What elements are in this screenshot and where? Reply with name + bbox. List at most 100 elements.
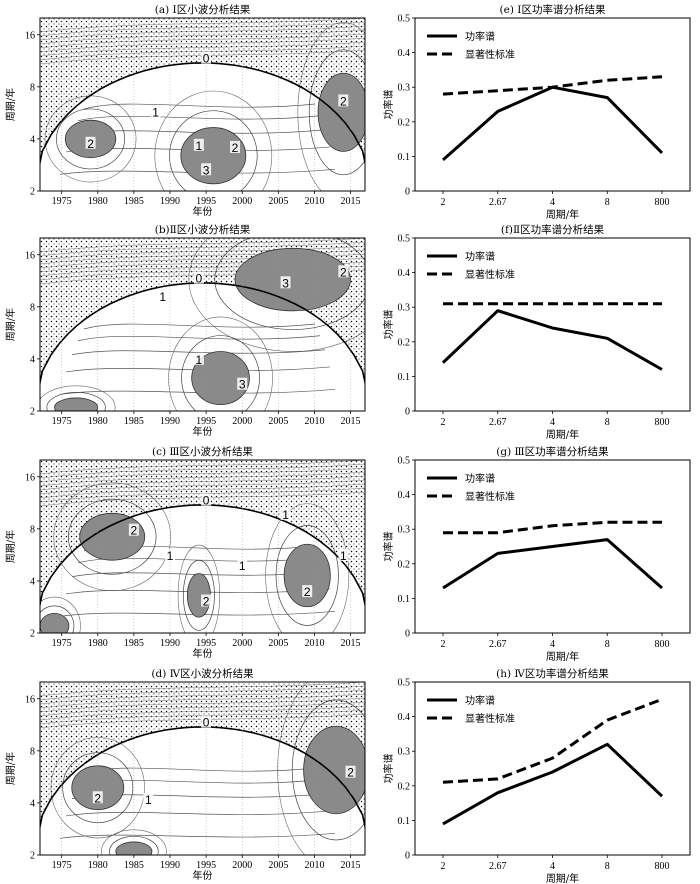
x-tick-label: 2015: [341, 860, 361, 871]
contour-line: [40, 713, 365, 729]
contour-line: [40, 682, 365, 697]
contour-label: 1: [196, 139, 203, 153]
x-axis-label: 周期/年: [546, 872, 579, 884]
contour-label: 1: [167, 549, 174, 563]
x-tick-label: 1980: [88, 860, 108, 871]
x-tick-label: 2.67: [489, 861, 507, 872]
x-tick-label: 2000: [232, 196, 252, 207]
y-tick-label: 8: [30, 746, 35, 757]
x-tick-label: 1985: [124, 638, 144, 649]
contour-line: [168, 316, 273, 411]
x-tick-label: 4: [550, 861, 555, 872]
y-tick-label: 0: [405, 851, 410, 862]
x-tick-label: 2005: [268, 638, 288, 649]
y-tick-label: 4: [30, 576, 35, 587]
contour-label: 1: [340, 549, 347, 563]
y-tick-label: 0.5: [398, 14, 411, 25]
y-tick-label: 0.3: [398, 747, 411, 758]
x-tick-label: 2005: [268, 860, 288, 871]
contour-line: [40, 25, 365, 41]
cone-interior: [40, 62, 365, 191]
wavelet-field-3: 0 2 1 2: [40, 682, 365, 855]
y-tick-label: 2: [30, 851, 35, 862]
x-tick-label: 1980: [88, 196, 108, 207]
contour-label: 2: [340, 94, 347, 108]
contour-line: [40, 241, 365, 257]
contour-label: 3: [282, 276, 289, 290]
power-line: [442, 742, 664, 826]
x-tick-label: 2015: [341, 638, 361, 649]
y-axis-label: 功率谱: [382, 310, 395, 340]
y-tick-label: 8: [30, 82, 35, 93]
contour-line: [40, 463, 365, 479]
x-tick-label: 1985: [124, 416, 144, 427]
panel-title: (b)Ⅱ区小波分析结果: [155, 223, 251, 236]
x-tick-label: 800: [655, 197, 670, 208]
contour-label: 0: [203, 494, 210, 508]
x-tick-label: 2005: [268, 416, 288, 427]
y-tick-label: 0.5: [398, 678, 411, 689]
y-tick-label: 8: [30, 302, 35, 313]
power-line: [441, 309, 663, 371]
panel-title: (f)Ⅱ区功率谱分析结果: [501, 223, 605, 236]
plot-frame: [39, 237, 366, 412]
x-tick-label: 8: [605, 417, 610, 428]
legend-label-significance: 显著性标准: [465, 712, 515, 725]
contour-line: [40, 605, 75, 633]
contour-label-bg: [157, 289, 168, 302]
x-tick-label: 1995: [196, 638, 216, 649]
y-axis-label: 功率谱: [382, 532, 395, 562]
contour-line: [40, 33, 365, 49]
contour-line: [181, 335, 260, 411]
x-tick-label: 2010: [304, 860, 324, 871]
x-tick-label: 1980: [88, 416, 108, 427]
contour-line: [40, 596, 81, 633]
contour-label-bg: [237, 377, 248, 390]
contour-label-bg: [280, 276, 291, 289]
contour-label-bg: [201, 51, 212, 64]
plot-frame: [39, 459, 366, 634]
y-tick-label: 2: [30, 187, 35, 198]
y-tick-label: 0.3: [398, 83, 411, 94]
y-axis-label: 功率谱: [382, 90, 395, 120]
x-tick-label: 2015: [341, 196, 361, 207]
legend-label-significance: 显著性标准: [465, 268, 515, 281]
y-tick-label: 16: [25, 250, 35, 261]
x-tick-label: 2000: [232, 416, 252, 427]
x-tick-label: 2.67: [489, 639, 507, 650]
contour-label-bg: [230, 140, 240, 153]
contour-line: [40, 29, 365, 45]
y-tick-label: 2: [30, 629, 35, 640]
contour-line: [297, 22, 365, 191]
x-tick-label: 2010: [304, 638, 324, 649]
wavelet-panel-0: 0 1 2 1 2 3 2 1975 1980 1985 1990 1995 2000 2005 2010 2…: [4, 3, 366, 218]
contour-line: [40, 18, 365, 33]
plot-frame: [414, 237, 691, 412]
panel-title: (h) Ⅳ区功率谱分析结果: [496, 667, 609, 680]
contour-line: [169, 110, 258, 191]
x-axis-label: 年份: [193, 205, 213, 218]
wavelet-panel-3: 0 2 1 2 1975 1980 1985 1990 1995 2000 2005 2010 2015…: [4, 667, 366, 882]
panel-title: (a) Ⅰ区小波分析结果: [155, 3, 251, 16]
contour-label: 0: [196, 272, 203, 286]
contour-line: [154, 90, 273, 191]
x-tick-label: 1975: [52, 860, 72, 871]
x-tick-label: 800: [655, 639, 670, 650]
x-tick-label: 8: [605, 861, 610, 872]
significant-region: [283, 543, 331, 608]
contour-label: 3: [239, 378, 246, 392]
contour-line: [40, 689, 365, 705]
contour-line: [40, 475, 365, 491]
significant-region: [40, 612, 70, 633]
contour-line: [83, 323, 316, 330]
x-tick-label: 1995: [196, 196, 216, 207]
x-tick-label: 2: [441, 861, 446, 872]
contour-line: [59, 168, 336, 175]
contour-label-bg: [193, 138, 204, 151]
legend-label-power: 功率谱: [465, 472, 495, 485]
contour-line: [109, 835, 159, 855]
y-tick-label: 0.3: [398, 303, 411, 314]
contour-label: 2: [87, 137, 94, 151]
x-tick-label: 1975: [52, 196, 72, 207]
